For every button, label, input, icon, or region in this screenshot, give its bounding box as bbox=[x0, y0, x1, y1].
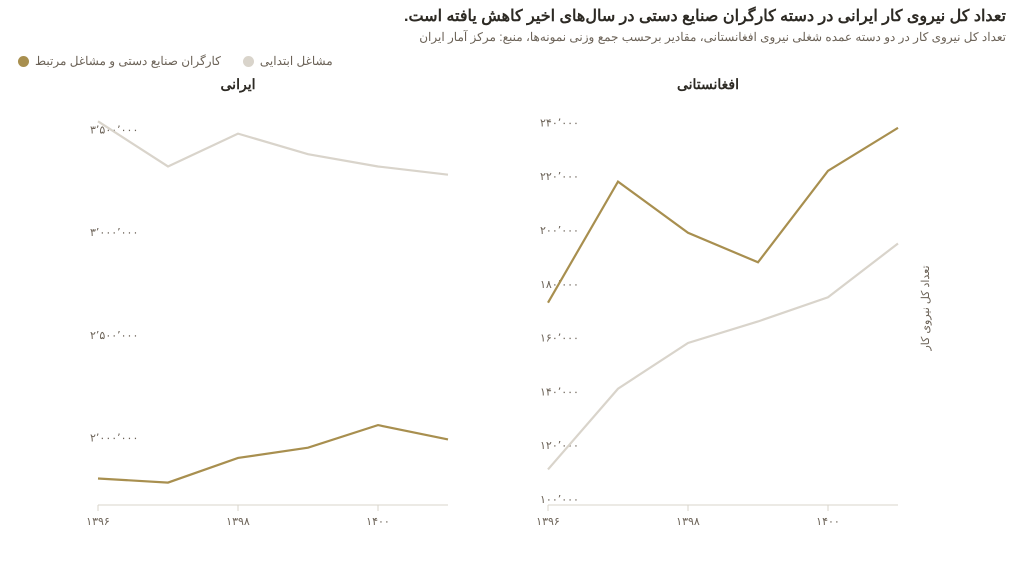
svg-text:۳٬۰۰۰٬۰۰۰: ۳٬۰۰۰٬۰۰۰ bbox=[90, 227, 138, 239]
svg-text:۲۰۰٬۰۰۰: ۲۰۰٬۰۰۰ bbox=[540, 225, 579, 237]
chart-title: تعداد کل نیروی کار ایرانی در دسته کارگرا… bbox=[18, 6, 1006, 26]
svg-text:۲٬۰۰۰٬۰۰۰: ۲٬۰۰۰٬۰۰۰ bbox=[90, 432, 138, 444]
panel-title: افغانستانی bbox=[468, 76, 948, 93]
legend: مشاغل ابتدایی کارگران صنایع دستی و مشاغل… bbox=[18, 54, 1006, 68]
panels-row: ایرانی ۲٬۰۰۰٬۰۰۰۲٬۵۰۰٬۰۰۰۳٬۰۰۰٬۰۰۰۳٬۵۰۰٬… bbox=[18, 76, 1006, 539]
legend-label: مشاغل ابتدایی bbox=[260, 54, 333, 68]
svg-text:۱۳۹۶: ۱۳۹۶ bbox=[86, 516, 110, 528]
panel-iranian: ایرانی ۲٬۰۰۰٬۰۰۰۲٬۵۰۰٬۰۰۰۳٬۰۰۰٬۰۰۰۳٬۵۰۰٬… bbox=[18, 76, 458, 539]
svg-text:۲۲۰٬۰۰۰: ۲۲۰٬۰۰۰ bbox=[540, 171, 579, 183]
svg-text:۱۳۹۸: ۱۳۹۸ bbox=[676, 516, 700, 528]
legend-swatch-circle-icon bbox=[18, 56, 29, 67]
chart-afghan: ۱۰۰٬۰۰۰۱۲۰٬۰۰۰۱۴۰٬۰۰۰۱۶۰٬۰۰۰۱۸۰٬۰۰۰۲۰۰٬۰… bbox=[468, 99, 948, 539]
svg-text:۱۰۰٬۰۰۰: ۱۰۰٬۰۰۰ bbox=[540, 494, 579, 506]
chart-iranian: ۲٬۰۰۰٬۰۰۰۲٬۵۰۰٬۰۰۰۳٬۰۰۰٬۰۰۰۳٬۵۰۰٬۰۰۰۱۳۹۶… bbox=[18, 99, 458, 539]
svg-text:۱۴۰٬۰۰۰: ۱۴۰٬۰۰۰ bbox=[540, 386, 579, 398]
svg-text:۲۴۰٬۰۰۰: ۲۴۰٬۰۰۰ bbox=[540, 117, 579, 129]
legend-label: کارگران صنایع دستی و مشاغل مرتبط bbox=[35, 54, 221, 68]
legend-item: مشاغل ابتدایی bbox=[243, 54, 333, 68]
legend-item: کارگران صنایع دستی و مشاغل مرتبط bbox=[18, 54, 221, 68]
svg-text:۱۳۹۶: ۱۳۹۶ bbox=[536, 516, 560, 528]
panel-title: ایرانی bbox=[18, 76, 458, 93]
legend-swatch-circle-icon bbox=[243, 56, 254, 67]
panel-afghan: افغانستانی ۱۰۰٬۰۰۰۱۲۰٬۰۰۰۱۴۰٬۰۰۰۱۶۰٬۰۰۰۱… bbox=[468, 76, 966, 539]
svg-text:۲٬۵۰۰٬۰۰۰: ۲٬۵۰۰٬۰۰۰ bbox=[90, 330, 138, 342]
svg-text:۱۴۰۰: ۱۴۰۰ bbox=[366, 516, 390, 528]
svg-text:۱۶۰٬۰۰۰: ۱۶۰٬۰۰۰ bbox=[540, 333, 579, 345]
svg-text:۱۴۰۰: ۱۴۰۰ bbox=[816, 516, 840, 528]
svg-text:۱۳۹۸: ۱۳۹۸ bbox=[226, 516, 250, 528]
chart-subtitle: تعداد کل نیروی کار در دو دسته عمده شغلی … bbox=[18, 30, 1006, 44]
y-axis-title: تعداد کل نیروی کار bbox=[919, 265, 932, 350]
